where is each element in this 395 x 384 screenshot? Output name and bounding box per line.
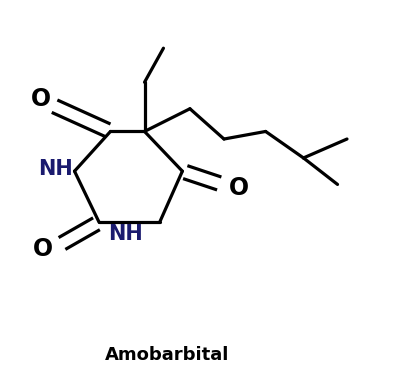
Text: NH: NH (108, 223, 143, 243)
Text: O: O (30, 87, 51, 111)
Text: O: O (33, 237, 53, 261)
Text: O: O (229, 176, 249, 200)
Text: NH: NH (38, 159, 73, 179)
Text: Amobarbital: Amobarbital (105, 346, 229, 364)
